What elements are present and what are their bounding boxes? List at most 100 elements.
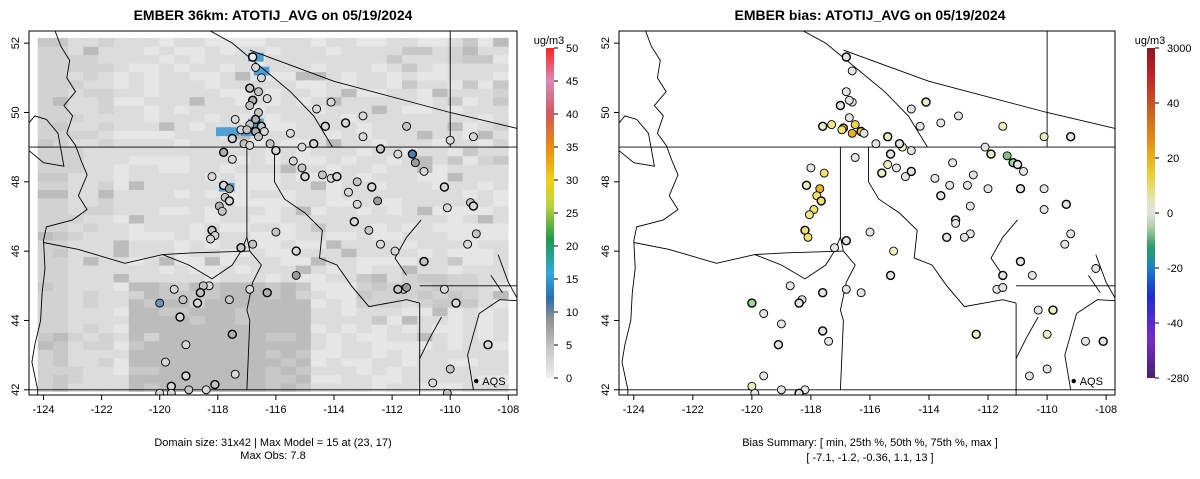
station-marker xyxy=(841,52,851,62)
station-marker xyxy=(224,295,234,305)
station-marker xyxy=(344,187,353,197)
y-tick-label: 48 xyxy=(10,176,22,188)
station-marker xyxy=(1066,229,1076,239)
station-marker xyxy=(442,388,452,395)
station-marker xyxy=(312,104,322,114)
station-marker xyxy=(428,378,438,388)
map-borders xyxy=(619,31,1115,395)
station-marker xyxy=(983,184,993,194)
station-marker xyxy=(1012,159,1023,170)
station-marker xyxy=(930,173,940,183)
station-marker xyxy=(1039,184,1049,194)
station-marker xyxy=(818,121,828,132)
station-marker xyxy=(830,243,839,253)
right-colorbar xyxy=(1147,48,1155,378)
station-marker xyxy=(847,66,857,76)
station-marker xyxy=(206,234,215,244)
station-marker xyxy=(906,166,916,177)
colorbar-tick-label: 25 xyxy=(566,208,578,220)
left-subtitle-1: Domain size: 31x42 | Max Model = 15 at (… xyxy=(154,437,391,449)
station-marker xyxy=(806,163,816,173)
station-marker xyxy=(942,232,952,243)
station-marker xyxy=(166,388,176,395)
y-tick-label: 42 xyxy=(10,384,22,396)
station-marker xyxy=(375,144,386,154)
colorbar-tick-label: 50 xyxy=(566,43,578,55)
x-tick-label: -116 xyxy=(859,404,880,416)
station-marker xyxy=(161,357,170,367)
station-marker xyxy=(885,149,896,159)
station-marker xyxy=(773,340,784,350)
station-marker xyxy=(915,121,925,131)
station-marker xyxy=(959,232,969,242)
station-marker xyxy=(285,128,295,138)
y-tick-label: 52 xyxy=(600,37,612,49)
station-marker xyxy=(841,87,851,97)
station-marker xyxy=(962,180,972,190)
x-tick-label: -114 xyxy=(918,404,939,416)
station-marker xyxy=(483,340,493,350)
plot-frame xyxy=(28,30,518,396)
station-marker xyxy=(877,168,887,178)
left-subtitle-2: Max Obs: 7.8 xyxy=(240,450,305,462)
station-marker xyxy=(352,177,362,187)
station-marker xyxy=(468,132,478,142)
station-marker xyxy=(390,246,400,256)
aqs-marker: AQS xyxy=(474,376,506,388)
station-marker xyxy=(803,232,813,242)
station-marker xyxy=(1039,205,1049,214)
station-marker xyxy=(358,132,368,142)
station-marker xyxy=(998,283,1008,292)
station-marker xyxy=(201,385,211,395)
station-marker xyxy=(181,371,191,381)
station-marker xyxy=(818,326,828,336)
colorbar-tick-label: 0 xyxy=(1167,208,1173,220)
x-tick-label: -122 xyxy=(91,404,113,416)
x-tick-label: -118 xyxy=(207,404,228,416)
station-marker xyxy=(892,163,901,173)
left-colorbar xyxy=(546,48,554,378)
station-marker xyxy=(326,97,336,107)
station-marker xyxy=(248,239,258,249)
y-tick-label: 42 xyxy=(600,384,612,396)
station-marker xyxy=(945,180,955,190)
station-marker xyxy=(256,73,266,83)
station-marker xyxy=(245,101,255,110)
station-marker xyxy=(364,225,374,235)
aqs-label: AQS xyxy=(482,376,505,388)
x-tick-label: -124 xyxy=(623,404,645,416)
station-marker xyxy=(1015,183,1026,194)
station-marker xyxy=(309,138,319,149)
colorbar-tick-label: 35 xyxy=(566,142,578,154)
bias-station-markers xyxy=(747,52,1108,395)
station-marker xyxy=(169,284,179,294)
station-marker xyxy=(242,125,252,135)
station-marker xyxy=(1098,336,1108,346)
station-marker xyxy=(841,284,851,294)
station-marker xyxy=(894,138,905,149)
station-marker xyxy=(971,329,981,339)
station-marker xyxy=(747,298,757,308)
station-marker xyxy=(178,295,188,305)
station-marker xyxy=(262,288,272,298)
station-marker xyxy=(367,182,377,192)
station-marker xyxy=(181,340,191,350)
x-tick-label: -108 xyxy=(497,404,519,416)
colorbar-tick-label: 15 xyxy=(566,274,578,286)
station-marker xyxy=(794,388,804,395)
station-marker xyxy=(340,118,351,128)
station-marker xyxy=(245,140,255,150)
station-marker xyxy=(407,149,418,159)
station-marker xyxy=(819,168,829,178)
colorbar-tick-label: 30 xyxy=(566,175,578,187)
station-marker xyxy=(965,201,975,211)
station-marker xyxy=(224,184,234,194)
station-marker xyxy=(288,156,298,166)
x-tick-label: -118 xyxy=(800,404,821,416)
right-colorbar-unit: ug/m3 xyxy=(1135,35,1166,47)
y-axis: 42 44 46 48 50 52 xyxy=(10,37,29,396)
station-marker xyxy=(463,239,473,249)
station-marker xyxy=(759,309,769,318)
aqs-label: AQS xyxy=(1080,376,1103,388)
